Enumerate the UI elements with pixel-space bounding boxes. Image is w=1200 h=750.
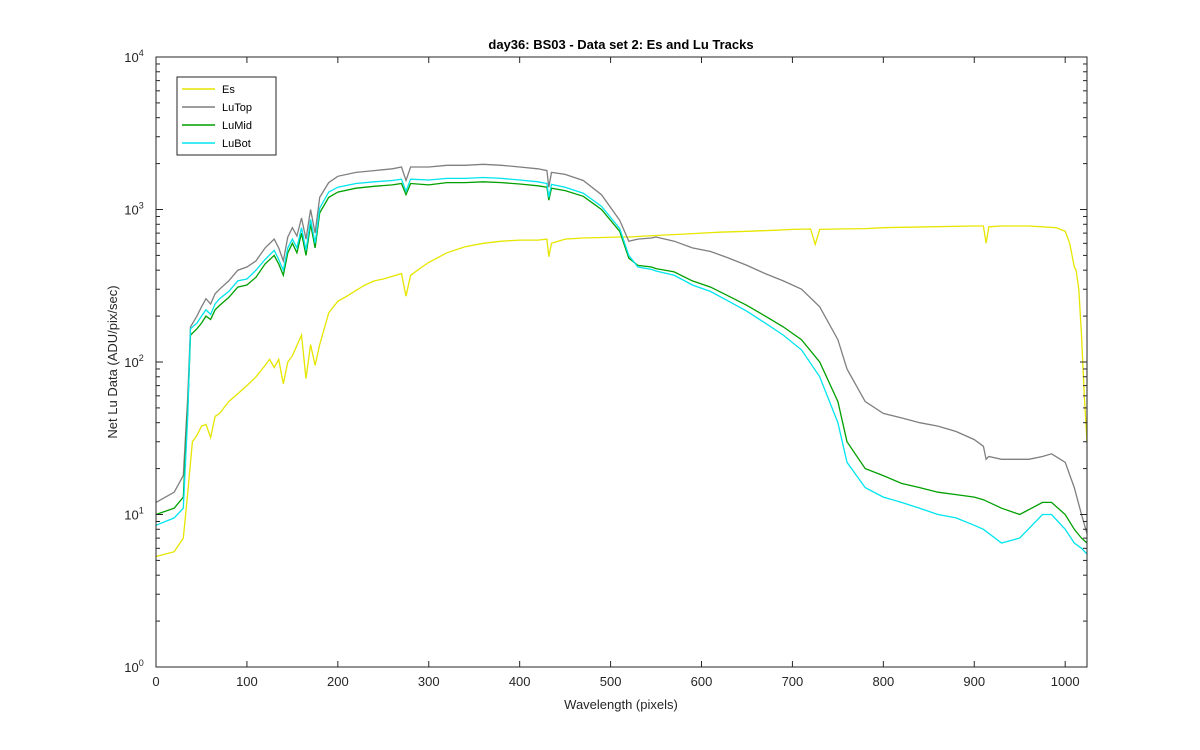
legend-label-es: Es — [222, 84, 235, 96]
y-tick-label: 104 — [124, 48, 143, 65]
y-tick-label: 101 — [124, 506, 143, 523]
y-tick-label: 100 — [124, 658, 143, 675]
series-layer — [155, 163, 1088, 558]
x-tick-label: 500 — [600, 674, 622, 689]
x-tick-label: 0 — [152, 674, 159, 689]
plot-area — [156, 57, 1087, 667]
legend: Es LuTop LuMid LuBot — [176, 76, 277, 156]
legend-label-lubot: LuBot — [222, 138, 251, 150]
legend-box — [176, 76, 277, 156]
series-line-lubot — [155, 176, 1088, 555]
x-tick-label: 300 — [418, 674, 440, 689]
x-tick-label: 200 — [327, 674, 349, 689]
series-line-lumid — [155, 181, 1088, 544]
y-axis: 100 101 102 103 104 — [124, 48, 1087, 675]
x-tick-label: 600 — [691, 674, 713, 689]
legend-label-lumid: LuMid — [222, 120, 252, 132]
series-line-es — [155, 225, 1088, 558]
y-tick-label: 102 — [124, 353, 143, 370]
x-tick-label: 800 — [872, 674, 894, 689]
x-tick-label: 100 — [236, 674, 258, 689]
legend-label-lutop: LuTop — [222, 102, 252, 114]
x-axis: 0 100 200 300 400 500 600 700 800 900 1000 — [152, 57, 1080, 689]
chart-title: day36: BS03 - Data set 2: Es and Lu Trac… — [488, 37, 753, 52]
x-tick-label: 400 — [509, 674, 531, 689]
x-axis-label: Wavelength (pixels) — [564, 697, 678, 712]
x-tick-label: 900 — [963, 674, 985, 689]
x-tick-label: 700 — [782, 674, 804, 689]
series-line-lutop — [155, 163, 1088, 534]
y-tick-label: 103 — [124, 201, 143, 218]
x-tick-label: 1000 — [1051, 674, 1080, 689]
y-axis-label: Net Lu Data (ADU/pix/sec) — [105, 285, 120, 438]
